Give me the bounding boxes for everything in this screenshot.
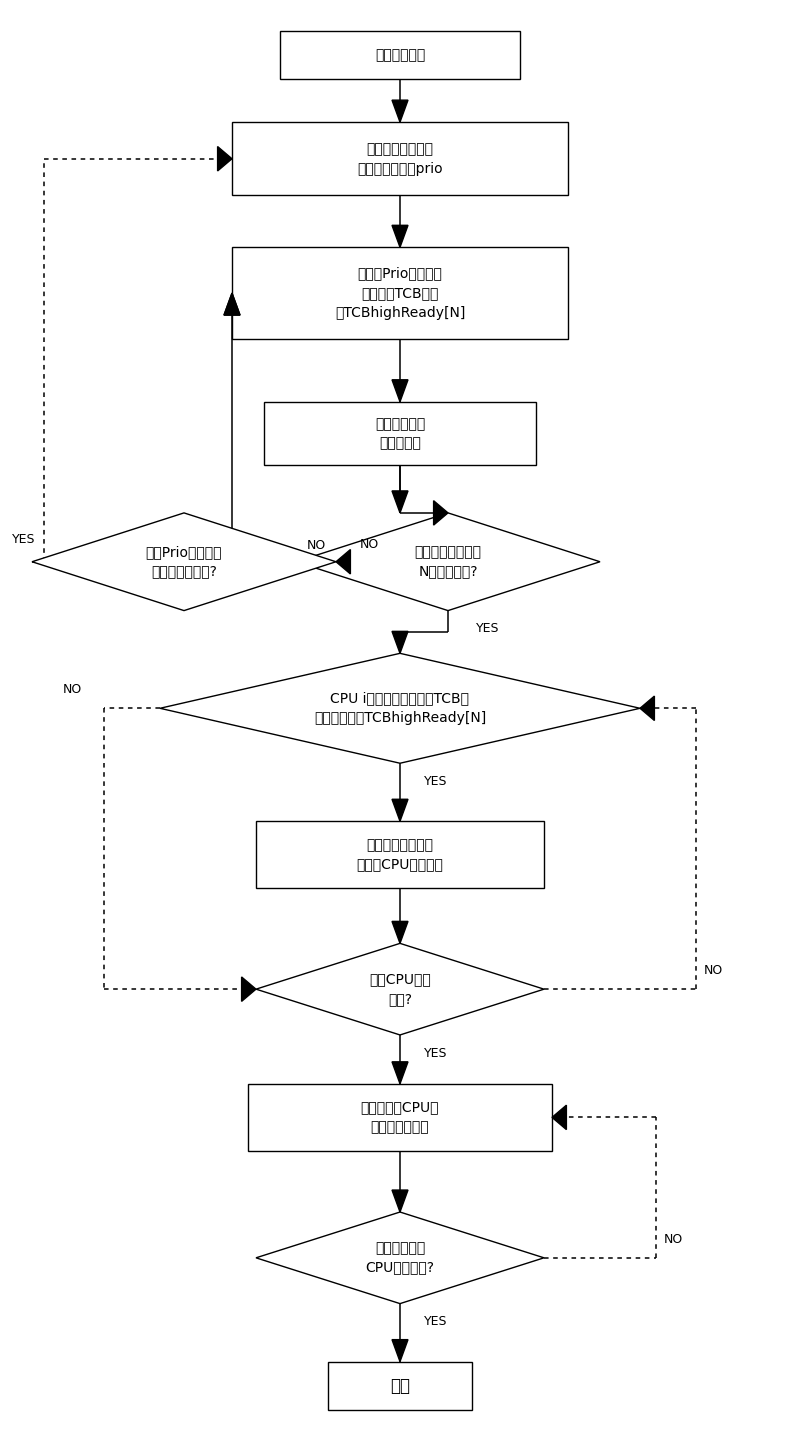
Text: NO: NO	[360, 537, 379, 550]
Polygon shape	[336, 549, 350, 574]
FancyBboxPatch shape	[328, 1362, 472, 1411]
Text: 所有未调度的
CPU遍历完毕?: 所有未调度的 CPU遍历完毕?	[366, 1241, 434, 1275]
Polygon shape	[32, 513, 336, 611]
FancyBboxPatch shape	[280, 30, 520, 79]
Text: NO: NO	[62, 683, 82, 696]
Polygon shape	[392, 1062, 408, 1084]
Polygon shape	[218, 147, 232, 171]
Text: 记录该Prio下的最先
就绪线程TCB指针
于TCBhighReady[N]: 记录该Prio下的最先 就绪线程TCB指针 于TCBhighReady[N]	[335, 267, 465, 320]
Polygon shape	[160, 653, 640, 764]
Polygon shape	[392, 1190, 408, 1212]
Text: YES: YES	[12, 533, 36, 546]
Text: NO: NO	[704, 964, 723, 977]
Polygon shape	[296, 513, 600, 611]
Text: 完成: 完成	[390, 1378, 410, 1395]
Polygon shape	[256, 1212, 544, 1304]
Text: 寻找最高优先级的
N个线程完毕?: 寻找最高优先级的 N个线程完毕?	[414, 545, 482, 578]
Text: YES: YES	[424, 775, 447, 788]
FancyBboxPatch shape	[248, 1084, 552, 1151]
Polygon shape	[392, 225, 408, 248]
Text: 删除位图副本
中的该线程: 删除位图副本 中的该线程	[375, 416, 425, 450]
Polygon shape	[392, 1340, 408, 1362]
Text: YES: YES	[424, 1046, 447, 1059]
FancyBboxPatch shape	[232, 122, 568, 196]
Text: YES: YES	[476, 623, 499, 635]
Text: 找出当前位图中最
高优先级线程的prio: 找出当前位图中最 高优先级线程的prio	[357, 143, 443, 176]
Text: 所有CPU遍历
完毕?: 所有CPU遍历 完毕?	[369, 973, 431, 1006]
Text: 复制位图副本: 复制位图副本	[375, 48, 425, 62]
Polygon shape	[392, 921, 408, 944]
Text: 当前Prio下所有就
绪线程记录完毕?: 当前Prio下所有就 绪线程记录完毕?	[146, 545, 222, 578]
Text: YES: YES	[424, 1316, 447, 1329]
Polygon shape	[392, 631, 408, 653]
Polygon shape	[242, 977, 256, 1001]
FancyBboxPatch shape	[256, 821, 544, 889]
Polygon shape	[392, 491, 408, 513]
Text: 为未调度的CPU分
配未调度的线程: 为未调度的CPU分 配未调度的线程	[361, 1101, 439, 1134]
Polygon shape	[552, 1105, 566, 1130]
FancyBboxPatch shape	[264, 402, 536, 465]
Polygon shape	[434, 500, 448, 525]
Polygon shape	[392, 800, 408, 821]
Polygon shape	[224, 293, 240, 316]
Polygon shape	[224, 293, 240, 316]
Text: CPU i上当前运行的线程TCB指
针是否包含于TCBhighReady[N]: CPU i上当前运行的线程TCB指 针是否包含于TCBhighReady[N]	[314, 692, 486, 725]
Text: NO: NO	[306, 539, 326, 552]
Text: 记录该线程为已调
度，该CPU为已调度: 记录该线程为已调 度，该CPU为已调度	[357, 839, 443, 872]
Polygon shape	[392, 99, 408, 122]
FancyBboxPatch shape	[232, 248, 568, 339]
Polygon shape	[256, 944, 544, 1035]
Polygon shape	[640, 696, 654, 720]
Polygon shape	[392, 380, 408, 402]
Text: NO: NO	[664, 1233, 683, 1246]
